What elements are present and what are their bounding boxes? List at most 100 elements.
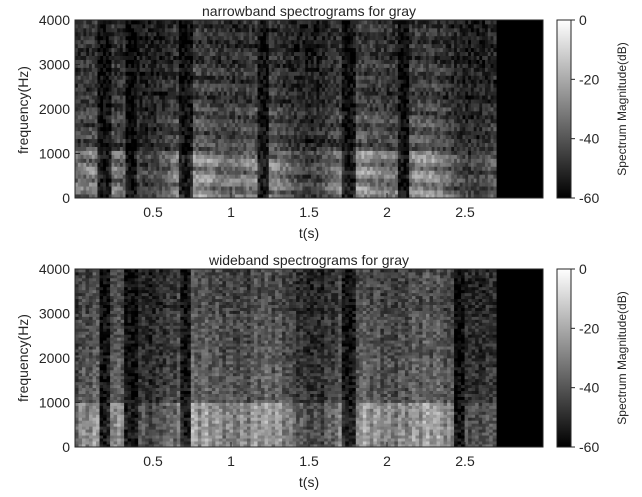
spectrogram-cell [133, 95, 138, 100]
spectrogram-cell [184, 178, 188, 183]
spectrogram-cell [114, 194, 118, 199]
spectrogram-cell [268, 170, 272, 175]
spectrogram-cell [156, 91, 160, 96]
spectrogram-cell [153, 110, 157, 116]
spectrogram-cell [358, 186, 362, 191]
spectrogram-cell [341, 79, 345, 84]
spectrogram-cell [142, 63, 146, 68]
spectrogram-cell [338, 134, 343, 140]
spectrogram-cell [125, 162, 129, 167]
spectrogram-cell [198, 158, 202, 163]
spectrogram-cell [305, 39, 309, 45]
spectrogram-cell [192, 186, 197, 191]
spectrogram-cell [299, 75, 303, 80]
spectrogram-cell [350, 83, 354, 88]
spectrogram-cell [212, 110, 216, 116]
spectrogram-cell [347, 138, 351, 144]
spectrogram-cell [136, 162, 140, 167]
spectrogram-cell [274, 95, 278, 100]
spectrogram-cell [119, 110, 124, 116]
spectrogram-cell [184, 75, 188, 80]
spectrogram-cell [221, 138, 225, 144]
spectrogram-cell [162, 118, 166, 124]
spectrogram-cell [344, 134, 348, 140]
spectrogram-cell [91, 154, 96, 159]
spectrogram-cell [187, 114, 191, 120]
spectrogram-cell [378, 150, 382, 155]
spectrogram-cell [249, 75, 253, 80]
spectrogram-cell [274, 55, 278, 60]
spectrogram-cell [170, 47, 174, 53]
spectrogram-cell [232, 126, 236, 132]
spectrogram-cell [128, 43, 132, 49]
spectrogram-cell [122, 63, 126, 68]
spectrogram-cell [367, 146, 371, 151]
spectrogram-cell [235, 47, 239, 53]
spectrogram-cell [358, 166, 362, 171]
spectrogram-cell [251, 146, 256, 151]
spectrogram-cell [333, 110, 337, 116]
spectrogram-cell [296, 114, 301, 120]
spectrogram-cell [206, 122, 211, 128]
spectrogram-cell [263, 63, 267, 68]
spectrogram-cell [279, 67, 284, 72]
spectrogram-cell [91, 178, 96, 183]
spectrogram-cell [383, 87, 388, 92]
spectrogram-cell [338, 154, 343, 159]
spectrogram-cell [319, 59, 323, 64]
spectrogram-cell [209, 170, 213, 175]
spectrogram-cell [145, 150, 149, 155]
spectrogram-cell [136, 138, 140, 144]
spectrogram-cell [131, 27, 135, 33]
spectrogram-cell [313, 91, 317, 96]
spectrogram-cell [206, 107, 211, 112]
spectrogram-cell [310, 186, 315, 191]
spectrogram-cell [167, 186, 171, 191]
spectrogram-cell [260, 134, 264, 140]
spectrogram-cell [240, 47, 244, 53]
spectrogram-cell [265, 71, 270, 76]
spectrogram-cell [263, 114, 267, 120]
spectrogram-cell [344, 99, 348, 104]
spectrogram-cell [178, 110, 183, 116]
spectrogram-cell [369, 154, 374, 159]
spectrogram-cell [251, 103, 256, 108]
spectrogram-cell [260, 130, 264, 136]
spectrogram-cell [122, 114, 126, 120]
spectrogram-cell [80, 27, 84, 33]
spectrogram-cell [282, 166, 286, 171]
spectrogram-cell [279, 170, 284, 175]
spectrogram-cell [336, 71, 340, 76]
spectrogram-cell [162, 107, 166, 112]
spectrogram-cell [142, 162, 146, 167]
spectrogram-cell [145, 43, 149, 49]
spectrogram-cell [114, 170, 118, 175]
spectrogram-cell [111, 95, 115, 100]
spectrogram-cell [369, 31, 374, 37]
spectrogram-cell [148, 55, 152, 60]
spectrogram-cell [271, 122, 275, 128]
spectrogram-cell [285, 31, 289, 37]
spectrogram-cell [294, 103, 298, 108]
spectrogram-cell [94, 107, 98, 112]
spectrogram-cell [103, 99, 107, 104]
spectrogram-cell [164, 110, 169, 116]
spectrogram-cell [327, 110, 331, 116]
spectrogram-cell [313, 27, 317, 33]
spectrogram-cell [313, 170, 317, 175]
spectrogram-cell [119, 23, 124, 29]
spectrogram-cell [184, 83, 188, 88]
spectrogram-cell [338, 126, 343, 132]
spectrogram-cell [167, 122, 171, 128]
spectrogram-cell [122, 170, 126, 175]
spectrogram-cell [352, 190, 357, 195]
spectrogram-cell [75, 87, 79, 92]
spectrogram-cell [103, 122, 107, 128]
spectrogram-cell [142, 114, 146, 120]
spectrogram-cell [282, 83, 286, 88]
spectrogram-cell [251, 79, 256, 84]
spectrogram-cell [128, 87, 132, 92]
spectrogram-cell [305, 130, 309, 136]
spectrogram-cell [201, 166, 205, 171]
spectrogram-cell [367, 51, 371, 56]
